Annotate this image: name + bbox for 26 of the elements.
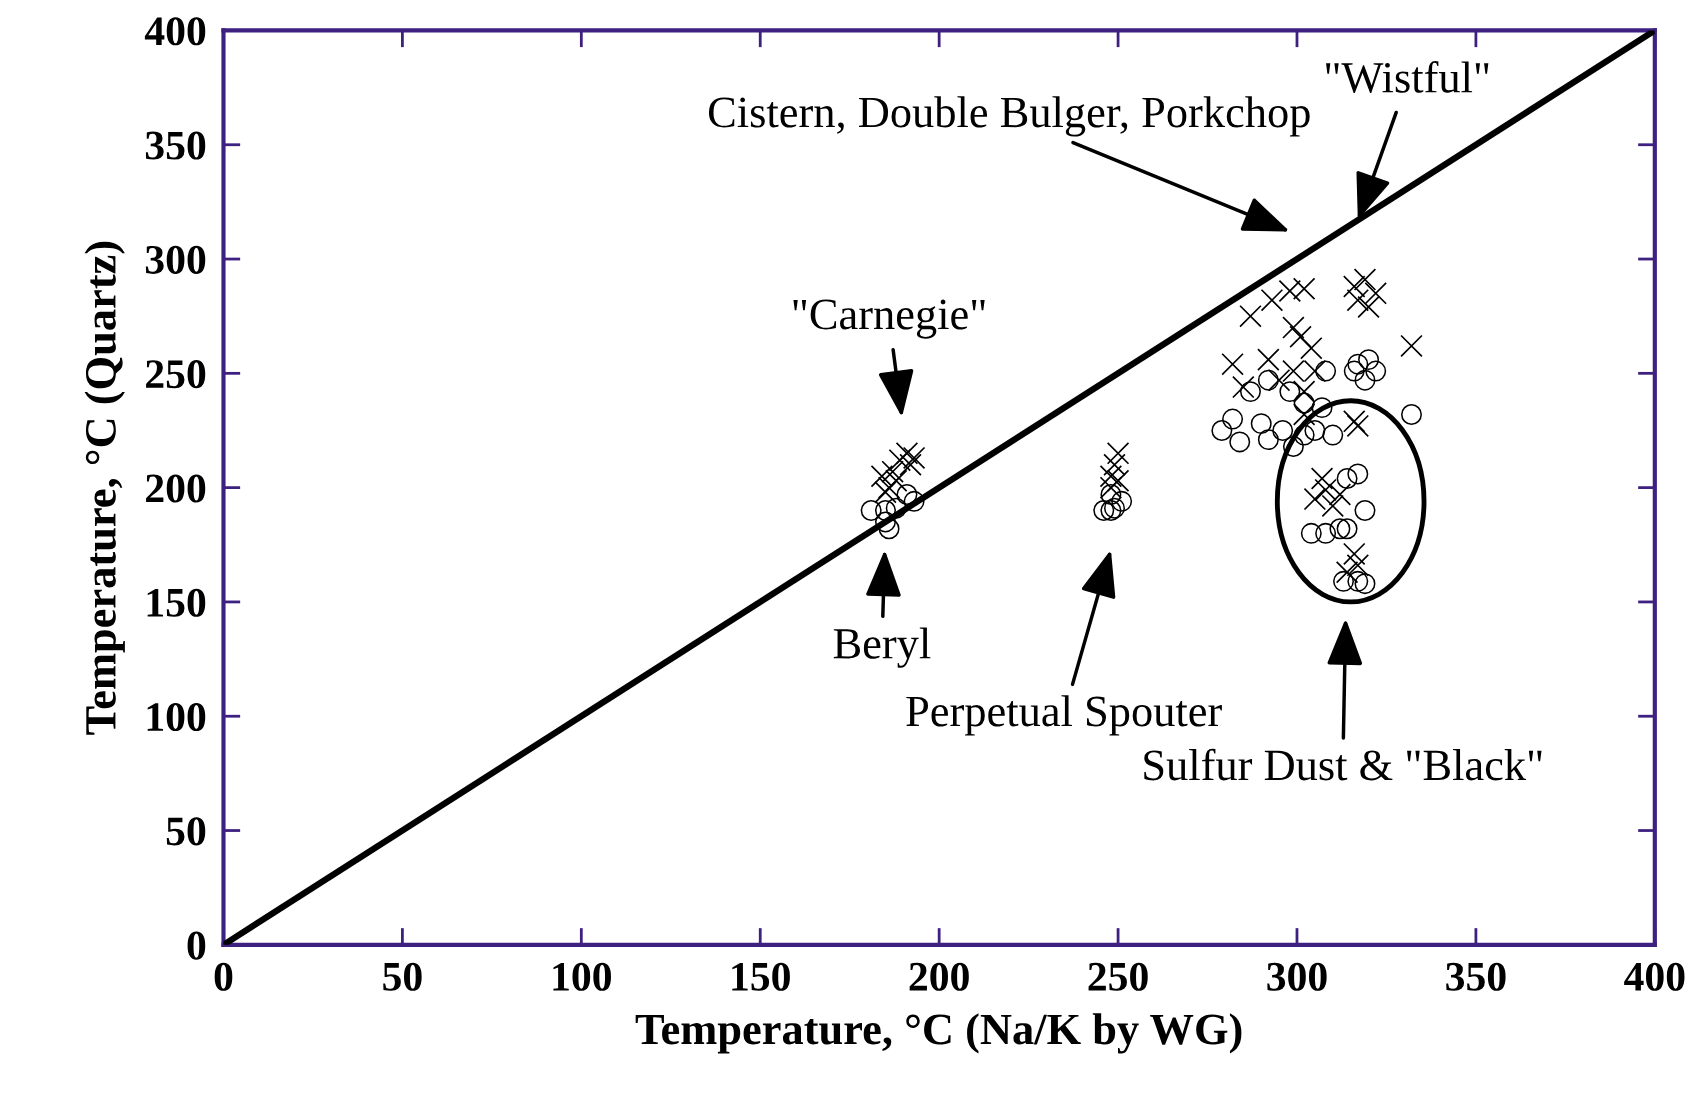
x-tick-label: 150 <box>732 962 790 991</box>
x-tick-label: 400 <box>1624 962 1685 991</box>
annotation: Sulfur Dust & "Black" <box>1144 748 1542 781</box>
x-tick-label: 100 <box>553 962 611 991</box>
annotation: Beryl <box>833 627 931 668</box>
y-tick-label: 350 <box>145 131 206 160</box>
y-tick-label: 150 <box>147 588 206 617</box>
annotation: Cistern, Double Bulger, Porkchop <box>708 96 1310 137</box>
y-tick-label: 200 <box>146 474 206 503</box>
annotation: Perpetual Spouter <box>906 695 1222 736</box>
x-tick-label: 250 <box>1088 962 1148 991</box>
x-tick-label: 200 <box>909 962 969 991</box>
annotation: "Wistful" <box>1326 61 1489 94</box>
y-tick-label: 50 <box>166 817 206 846</box>
x-tick-label: 0 <box>214 962 233 991</box>
y-tick-label: 400 <box>144 17 206 46</box>
y-tick-label: 0 <box>187 931 206 960</box>
y-tick-label: 100 <box>147 702 206 732</box>
y-tick-label: 250 <box>146 360 206 389</box>
annotation: "Carnegie" <box>793 299 985 339</box>
x-tick-label: 50 <box>383 962 422 991</box>
y-tick-label: 300 <box>145 245 206 274</box>
x-tick-label: 350 <box>1446 962 1506 991</box>
x-axis-title: Temperature, °C (Na/K by WG) <box>635 1013 1242 1054</box>
y-axis-title: Temperature, °C (Quartz) <box>84 241 125 735</box>
x-tick-label: 300 <box>1267 962 1327 991</box>
